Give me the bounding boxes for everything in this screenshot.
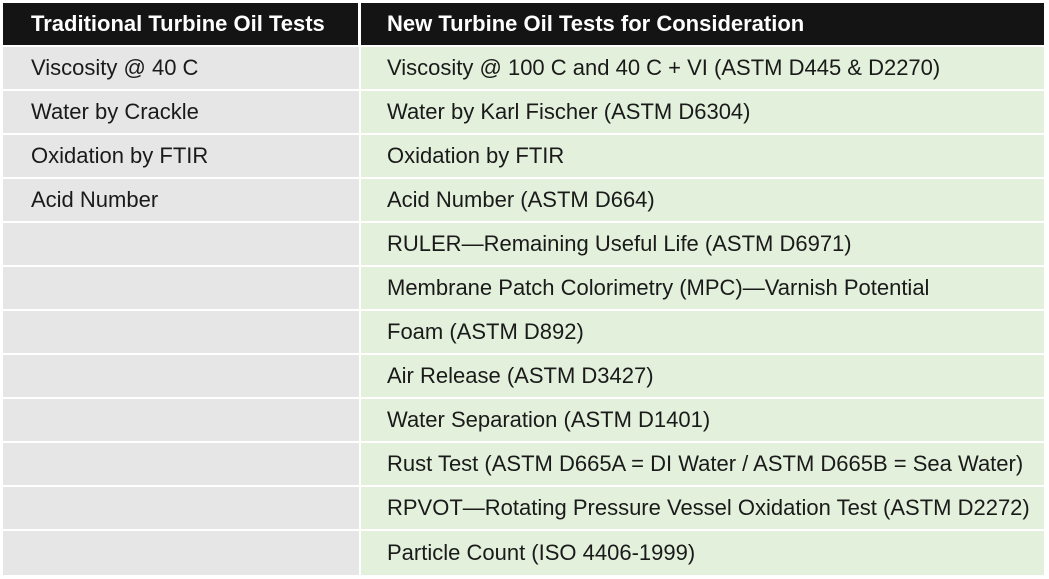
new-test-cell: Air Release (ASTM D3427): [361, 355, 1044, 397]
new-test-cell: Foam (ASTM D892): [361, 311, 1044, 353]
traditional-test-cell: Viscosity @ 40 C: [3, 47, 361, 89]
traditional-test-cell: Water by Crackle: [3, 91, 361, 133]
turbine-oil-tests-table: Traditional Turbine Oil Tests New Turbin…: [3, 3, 1044, 579]
new-test-cell: RPVOT—Rotating Pressure Vessel Oxidation…: [361, 487, 1044, 529]
traditional-test-cell: [3, 311, 361, 353]
traditional-test-cell: [3, 443, 361, 485]
table-row: Viscosity @ 40 C Viscosity @ 100 C and 4…: [3, 47, 1044, 91]
table-header-row: Traditional Turbine Oil Tests New Turbin…: [3, 3, 1044, 47]
table-row: Oxidation by FTIR Oxidation by FTIR: [3, 135, 1044, 179]
new-test-cell: Particle Count (ISO 4406-1999): [361, 531, 1044, 575]
header-traditional-tests: Traditional Turbine Oil Tests: [3, 3, 361, 45]
table-row: RULER—Remaining Useful Life (ASTM D6971): [3, 223, 1044, 267]
traditional-test-cell: [3, 355, 361, 397]
traditional-test-cell: Acid Number: [3, 179, 361, 221]
new-test-cell: Oxidation by FTIR: [361, 135, 1044, 177]
new-test-cell: Membrane Patch Colorimetry (MPC)—Varnish…: [361, 267, 1044, 309]
traditional-test-cell: Oxidation by FTIR: [3, 135, 361, 177]
new-test-cell: Acid Number (ASTM D664): [361, 179, 1044, 221]
table-row: Air Release (ASTM D3427): [3, 355, 1044, 399]
table-row: Water by Crackle Water by Karl Fischer (…: [3, 91, 1044, 135]
traditional-test-cell: [3, 223, 361, 265]
table-row: Foam (ASTM D892): [3, 311, 1044, 355]
new-test-cell: RULER—Remaining Useful Life (ASTM D6971): [361, 223, 1044, 265]
traditional-test-cell: [3, 267, 361, 309]
table-row: Particle Count (ISO 4406-1999): [3, 531, 1044, 575]
header-new-tests: New Turbine Oil Tests for Consideration: [361, 3, 1044, 45]
new-test-cell: Water Separation (ASTM D1401): [361, 399, 1044, 441]
table-row: RPVOT—Rotating Pressure Vessel Oxidation…: [3, 487, 1044, 531]
table-row: Membrane Patch Colorimetry (MPC)—Varnish…: [3, 267, 1044, 311]
table-row: Acid Number Acid Number (ASTM D664): [3, 179, 1044, 223]
traditional-test-cell: [3, 487, 361, 529]
traditional-test-cell: [3, 399, 361, 441]
traditional-test-cell: [3, 531, 361, 575]
table-row: Rust Test (ASTM D665A = DI Water / ASTM …: [3, 443, 1044, 487]
new-test-cell: Rust Test (ASTM D665A = DI Water / ASTM …: [361, 443, 1044, 485]
table-row: Water Separation (ASTM D1401): [3, 399, 1044, 443]
new-test-cell: Water by Karl Fischer (ASTM D6304): [361, 91, 1044, 133]
new-test-cell: Viscosity @ 100 C and 40 C + VI (ASTM D4…: [361, 47, 1044, 89]
